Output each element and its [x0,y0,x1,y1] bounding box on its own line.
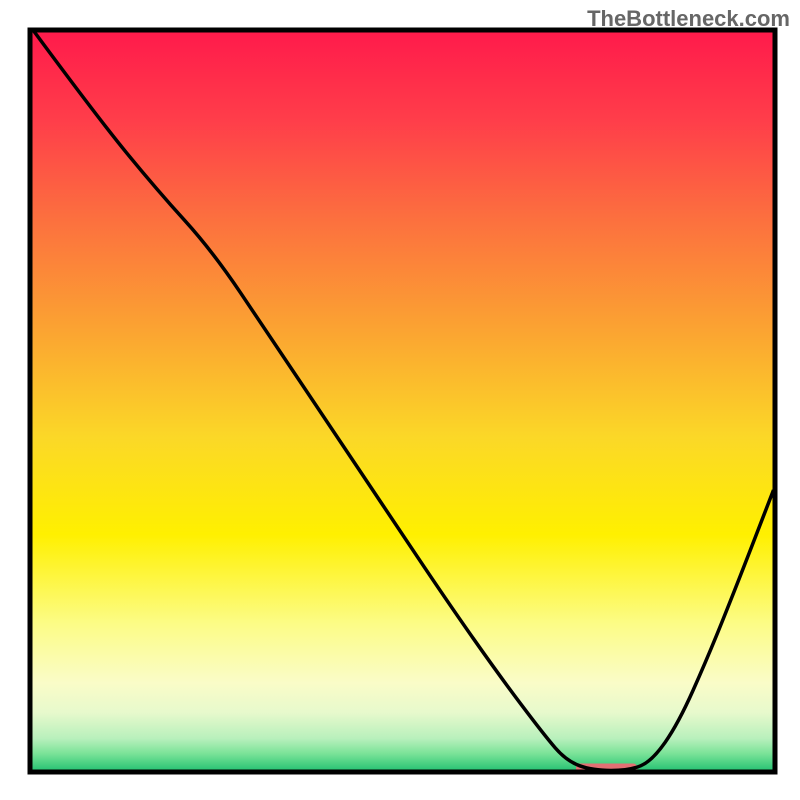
plot-background [30,30,775,772]
chart-svg [0,0,800,800]
watermark-text: TheBottleneck.com [587,6,790,32]
bottleneck-chart: TheBottleneck.com [0,0,800,800]
